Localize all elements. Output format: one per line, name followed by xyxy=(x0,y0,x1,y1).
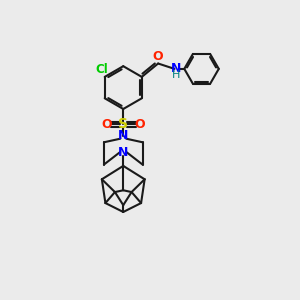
Text: N: N xyxy=(118,146,128,159)
Text: O: O xyxy=(135,118,145,131)
Text: O: O xyxy=(153,50,164,64)
Text: H: H xyxy=(172,70,180,80)
Text: N: N xyxy=(171,62,181,75)
Text: Cl: Cl xyxy=(95,63,108,76)
Text: N: N xyxy=(118,129,128,142)
Text: S: S xyxy=(118,117,128,131)
Text: O: O xyxy=(101,118,112,131)
